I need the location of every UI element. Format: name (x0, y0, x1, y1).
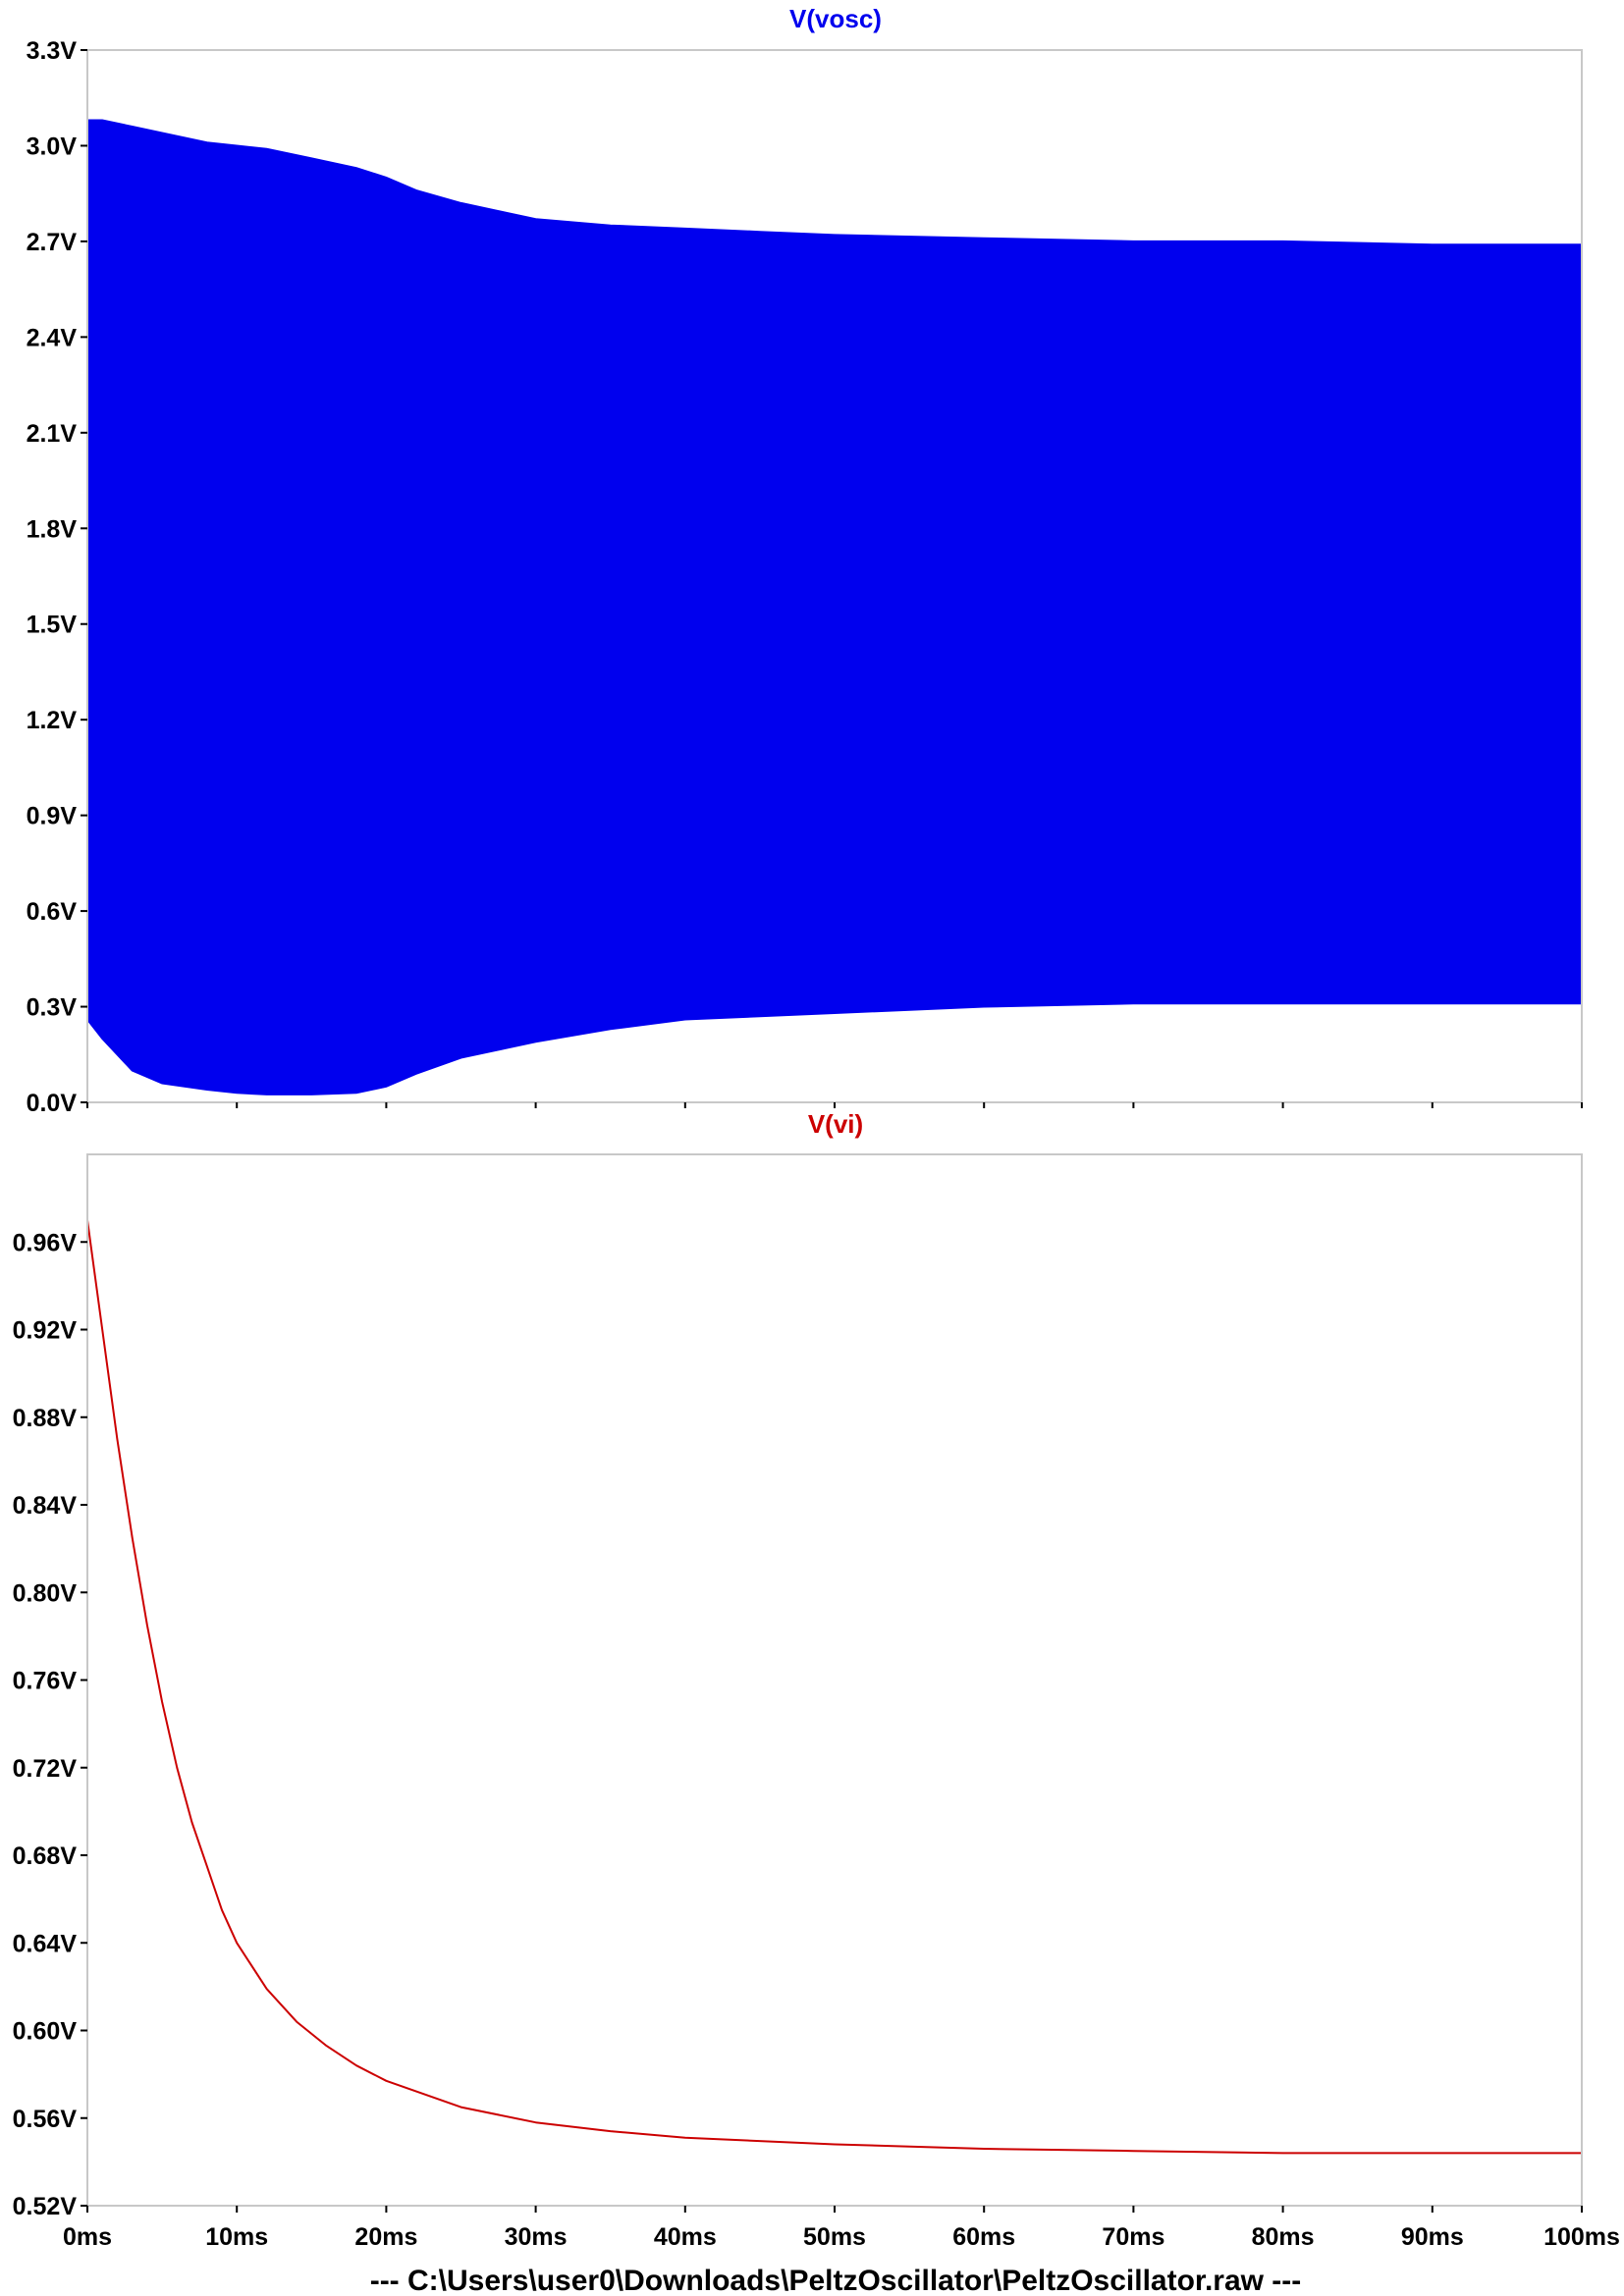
y-tick-label: 0.84V (13, 1492, 78, 1520)
y-tick-label: 0.3V (27, 994, 78, 1022)
x-tick-label: 80ms (1252, 2223, 1315, 2251)
y-tick-label: 3.3V (27, 37, 78, 65)
y-tick-label: 0.60V (13, 2018, 78, 2046)
y-tick-label: 2.4V (27, 324, 78, 351)
plot-area-vi (86, 1219, 1582, 2155)
footer-file-path: --- C:\Users\user0\Downloads\PeltzOscill… (370, 2265, 1302, 2296)
series-line-vi (86, 1219, 1582, 2155)
panel-title-vosc: V(vosc) (789, 4, 882, 33)
y-axis-vi: 0.52V 0.56V 0.60V 0.64V 0.68V 0.72V 0.76V 0.80V… (13, 1229, 87, 2220)
x-tick-label: 60ms (952, 2223, 1015, 2251)
y-tick-label: 1.2V (27, 707, 78, 734)
x-tick-label: 0ms (63, 2223, 112, 2251)
y-tick-label: 0.72V (13, 1755, 78, 1783)
y-tick-label: 0.52V (13, 2193, 78, 2220)
y-tick-label: 0.9V (27, 803, 78, 830)
panel-vosc: V(vosc) 0.0V 0.3V 0.6V 0.9V 1.2V 1.5V 1.8V 2.1V… (27, 4, 1583, 1117)
y-tick-label: 2.1V (27, 420, 78, 448)
y-tick-label: 1.5V (27, 612, 78, 639)
y-tick-label: 0.68V (13, 1842, 78, 1870)
plot-area-vosc (86, 119, 1583, 1095)
y-tick-label: 0.76V (13, 1668, 78, 1695)
y-tick-label: 0.92V (13, 1317, 78, 1345)
panel-title-vi: V(vi) (808, 1109, 863, 1139)
x-tick-label: 20ms (354, 2223, 417, 2251)
x-tick-label: 50ms (803, 2223, 866, 2251)
x-tick-label: 30ms (505, 2223, 568, 2251)
x-tick-label: 100ms (1543, 2223, 1620, 2251)
y-tick-label: 0.96V (13, 1229, 78, 1256)
series-band-vosc (86, 119, 1583, 1095)
x-tick-label: 90ms (1401, 2223, 1464, 2251)
y-tick-label: 3.0V (27, 133, 78, 160)
y-tick-label: 1.8V (27, 515, 78, 543)
x-tick-label: 70ms (1102, 2223, 1164, 2251)
y-tick-label: 0.0V (27, 1090, 78, 1117)
x-tick-label: 40ms (654, 2223, 717, 2251)
plot-frame-vi (86, 1153, 1583, 2207)
panel-vi: V(vi) 0.52V 0.56V 0.60V 0.64V 0.68V 0.72V 0.76… (13, 1109, 1583, 2220)
y-tick-label: 0.6V (27, 898, 78, 926)
y-tick-label: 0.80V (13, 1579, 78, 1607)
y-tick-label: 0.56V (13, 2106, 78, 2133)
x-axis: 0ms 10ms 20ms 30ms 40ms 50ms 60ms 70ms 80ms 90ms 1… (63, 1102, 1620, 2251)
y-tick-label: 0.88V (13, 1405, 78, 1432)
y-tick-label: 0.64V (13, 1930, 78, 1957)
x-tick-label: 10ms (205, 2223, 268, 2251)
y-axis-vosc: 0.0V 0.3V 0.6V 0.9V 1.2V 1.5V 1.8V 2.1V 2.4V 2.7V… (27, 37, 87, 1117)
y-tick-label: 2.7V (27, 229, 78, 256)
